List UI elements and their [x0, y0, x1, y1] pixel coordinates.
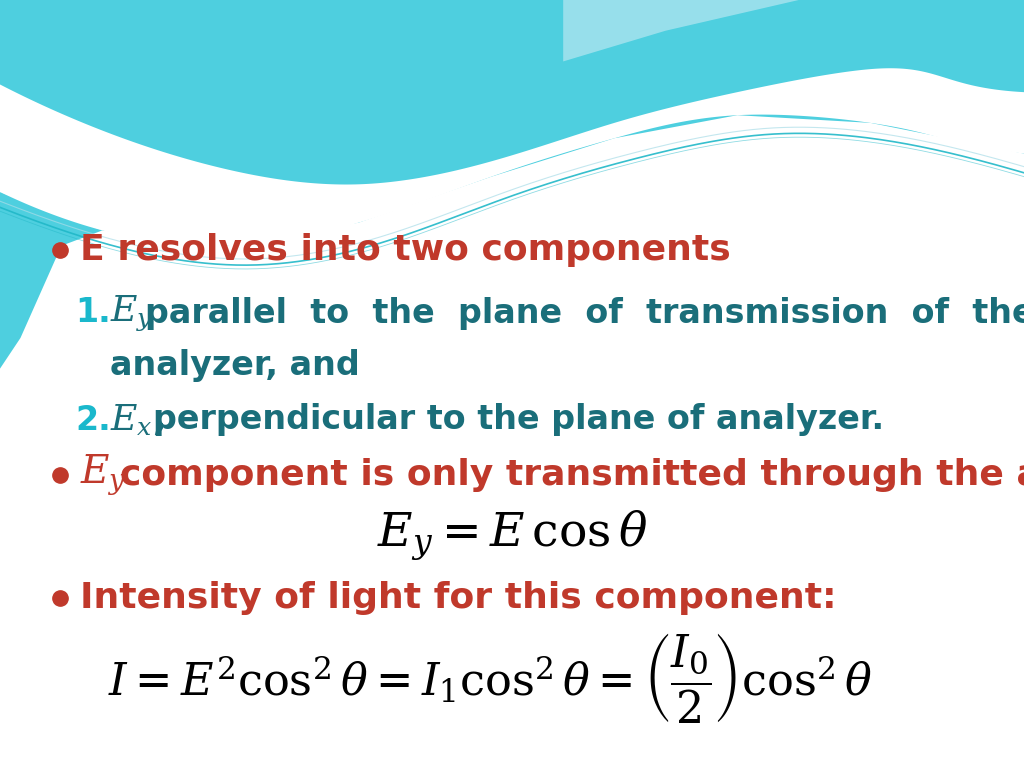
Text: parallel  to  the  plane  of  transmission  of  the  plane  of: parallel to the plane of transmission of… — [145, 296, 1024, 329]
Text: $\mathit{E_y}$: $\mathit{E_y}$ — [80, 452, 127, 498]
Polygon shape — [0, 192, 102, 369]
Text: E resolves into two components: E resolves into two components — [80, 233, 731, 267]
Polygon shape — [563, 0, 1024, 61]
Text: $\mathit{E_x}$,: $\mathit{E_x}$, — [110, 402, 164, 438]
Text: $I = E^2\cos^2\theta = I_1\cos^2\theta = \left(\dfrac{I_0}{2}\right)\cos^2\theta: $I = E^2\cos^2\theta = I_1\cos^2\theta =… — [108, 631, 872, 725]
Text: analyzer, and: analyzer, and — [110, 349, 359, 382]
Text: $\mathit{E_y}$: $\mathit{E_y}$ — [110, 293, 154, 333]
Text: component is only transmitted through the analyzer.: component is only transmitted through th… — [120, 458, 1024, 492]
Text: perpendicular to the plane of analyzer.: perpendicular to the plane of analyzer. — [153, 403, 884, 436]
Polygon shape — [0, 68, 1024, 246]
Text: $E_y = E\,\cos\theta$: $E_y = E\,\cos\theta$ — [377, 508, 647, 561]
Polygon shape — [0, 0, 1024, 246]
Text: Intensity of light for this component:: Intensity of light for this component: — [80, 581, 837, 615]
Text: 2.: 2. — [75, 403, 111, 436]
Text: 1.: 1. — [75, 296, 111, 329]
